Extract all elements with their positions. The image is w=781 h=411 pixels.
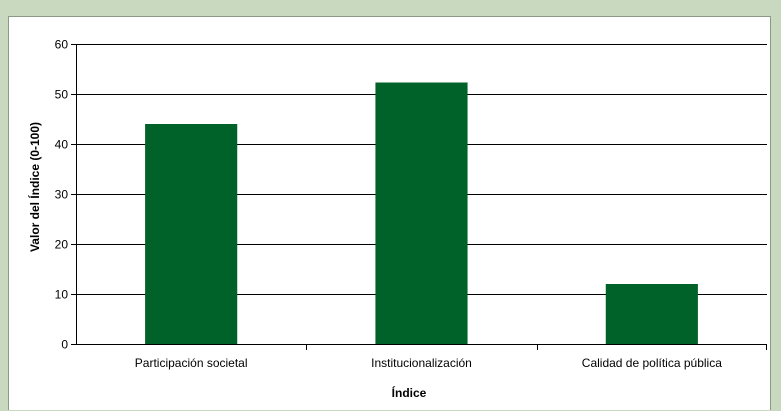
y-axis-title: Valor del Índice (0-100) (27, 122, 42, 252)
bar (375, 82, 468, 344)
bars (145, 82, 698, 344)
y-tick-label: 20 (55, 238, 69, 252)
y-tick-label: 10 (55, 288, 69, 302)
bar (145, 124, 238, 344)
bar-chart: 0 10 20 30 40 50 60 Participación societal Inst… (27, 38, 767, 400)
bar (605, 284, 698, 344)
x-category-labels: Participación societal Institucionalizaci… (135, 356, 722, 370)
chart-frame: 0 10 20 30 40 50 60 Participación societal Inst… (8, 16, 771, 410)
y-tick-label: 50 (55, 88, 69, 102)
y-tick-label: 30 (55, 188, 69, 202)
y-tick-label: 0 (61, 338, 68, 352)
x-category-label: Participación societal (135, 356, 248, 370)
y-tick-labels: 0 10 20 30 40 50 60 (55, 38, 69, 352)
axes (71, 44, 767, 350)
x-category-label: Calidad de política pública (582, 356, 722, 370)
y-tick-label: 40 (55, 138, 69, 152)
x-axis-title: Índice (392, 385, 427, 400)
x-category-label: Institucionalización (371, 356, 472, 370)
y-tick-label: 60 (55, 38, 69, 52)
